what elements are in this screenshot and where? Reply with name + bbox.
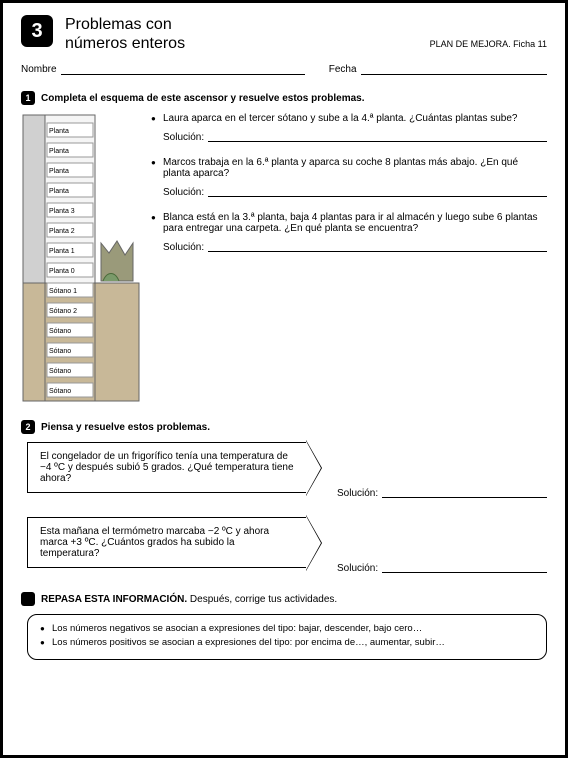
ex1-sol-1: Solución: bbox=[163, 132, 547, 143]
sol-input-line[interactable] bbox=[382, 488, 547, 498]
worksheet-header: 3 Problemas con números enteros PLAN DE … bbox=[21, 15, 547, 53]
review-badge bbox=[21, 592, 35, 606]
plan-label: PLAN DE MEJORA. Ficha 11 bbox=[430, 39, 547, 49]
svg-text:Planta 2: Planta 2 bbox=[49, 228, 75, 235]
ex1-problem-2: Marcos trabaja en la 6.ª planta y aparca… bbox=[151, 157, 547, 179]
cityscape-icon bbox=[101, 241, 133, 281]
sol-input-line[interactable] bbox=[208, 132, 547, 142]
unit-number-badge: 3 bbox=[21, 15, 53, 47]
nombre-label: Nombre bbox=[21, 64, 57, 75]
review-title-rest: Después, corrige tus actividades. bbox=[190, 594, 337, 605]
ex2-number: 2 bbox=[21, 420, 35, 434]
ex1-problems: Laura aparca en el tercer sótano y sube … bbox=[151, 113, 547, 406]
svg-text:Planta: Planta bbox=[49, 168, 69, 175]
svg-text:Sótano: Sótano bbox=[49, 368, 71, 375]
svg-text:Sótano 2: Sótano 2 bbox=[49, 308, 77, 315]
ex2-sol-1: Solución: bbox=[337, 488, 547, 499]
ex1-number: 1 bbox=[21, 91, 35, 105]
ex2-header: 2 Piensa y resuelve estos problemas. bbox=[21, 420, 547, 434]
name-date-row: Nombre Fecha bbox=[21, 63, 547, 75]
svg-text:Sótano: Sótano bbox=[49, 348, 71, 355]
review-item-1: Los números negativos se asocian a expre… bbox=[40, 623, 534, 634]
ex1-problem-3: Blanca está en la 3.ª planta, baja 4 pla… bbox=[151, 212, 547, 234]
review-item-2: Los números positivos se asocian a expre… bbox=[40, 637, 534, 648]
nombre-input-line[interactable] bbox=[61, 63, 305, 75]
solucion-label: Solución: bbox=[337, 563, 378, 574]
solucion-label: Solución: bbox=[163, 187, 204, 198]
ex2-problem-1-text: El congelador de un frigorífico tenía un… bbox=[40, 451, 294, 484]
svg-text:Sótano: Sótano bbox=[49, 388, 71, 395]
ex2-problem-2-text: Esta mañana el termómetro marcaba −2 ºC … bbox=[40, 526, 294, 559]
review-title: REPASA ESTA INFORMACIÓN. Después, corrig… bbox=[41, 594, 337, 605]
sol-input-line[interactable] bbox=[208, 242, 547, 252]
plan-prefix: PLAN DE MEJORA. Ficha bbox=[430, 39, 536, 49]
ex1-title: Completa el esquema de este ascensor y r… bbox=[41, 93, 364, 104]
svg-text:Sótano 1: Sótano 1 bbox=[49, 288, 77, 295]
ex2-title: Piensa y resuelve estos problemas. bbox=[41, 422, 210, 433]
solucion-label: Solución: bbox=[163, 132, 204, 143]
ex2-problem-2-row: Esta mañana el termómetro marcaba −2 ºC … bbox=[21, 517, 547, 574]
nombre-field: Nombre bbox=[21, 63, 305, 75]
solucion-label: Solución: bbox=[163, 242, 204, 253]
ex1-header: 1 Completa el esquema de este ascensor y… bbox=[21, 91, 547, 105]
ex2-problem-1-box: El congelador de un frigorífico tenía un… bbox=[27, 442, 307, 493]
svg-text:Planta 3: Planta 3 bbox=[49, 208, 75, 215]
exercise-2: 2 Piensa y resuelve estos problemas. El … bbox=[21, 420, 547, 574]
ex2-problem-2-box: Esta mañana el termómetro marcaba −2 ºC … bbox=[27, 517, 307, 568]
solucion-label: Solución: bbox=[337, 488, 378, 499]
review-header: REPASA ESTA INFORMACIÓN. Después, corrig… bbox=[21, 592, 547, 606]
svg-text:Planta: Planta bbox=[49, 188, 69, 195]
title-block: Problemas con números enteros bbox=[65, 15, 418, 53]
review-box: Los números negativos se asocian a expre… bbox=[27, 614, 547, 660]
svg-text:Planta: Planta bbox=[49, 148, 69, 155]
building-svg: Planta Planta Planta Planta Planta 3 Pla… bbox=[21, 113, 141, 403]
title-line2: números enteros bbox=[65, 34, 418, 53]
fecha-field: Fecha bbox=[329, 63, 547, 75]
exercise-1: 1 Completa el esquema de este ascensor y… bbox=[21, 91, 547, 406]
ex1-sol-3: Solución: bbox=[163, 242, 547, 253]
ex2-problem-1-row: El congelador de un frigorífico tenía un… bbox=[21, 442, 547, 499]
ex2-sol-2: Solución: bbox=[337, 563, 547, 574]
svg-text:Planta: Planta bbox=[49, 128, 69, 135]
title-line1: Problemas con bbox=[65, 15, 418, 34]
ex1-body: Planta Planta Planta Planta Planta 3 Pla… bbox=[21, 113, 547, 406]
review-title-bold: REPASA ESTA INFORMACIÓN. bbox=[41, 594, 187, 605]
svg-text:Planta 1: Planta 1 bbox=[49, 248, 75, 255]
review-section: REPASA ESTA INFORMACIÓN. Después, corrig… bbox=[21, 592, 547, 660]
plan-number: 11 bbox=[538, 39, 547, 49]
sol-input-line[interactable] bbox=[382, 563, 547, 573]
ex1-sol-2: Solución: bbox=[163, 187, 547, 198]
fecha-input-line[interactable] bbox=[361, 63, 547, 75]
fecha-label: Fecha bbox=[329, 64, 357, 75]
svg-text:Planta 0: Planta 0 bbox=[49, 268, 75, 275]
ex1-problem-1: Laura aparca en el tercer sótano y sube … bbox=[151, 113, 547, 124]
sol-input-line[interactable] bbox=[208, 187, 547, 197]
svg-text:Sótano: Sótano bbox=[49, 328, 71, 335]
building-diagram: Planta Planta Planta Planta Planta 3 Pla… bbox=[21, 113, 141, 406]
